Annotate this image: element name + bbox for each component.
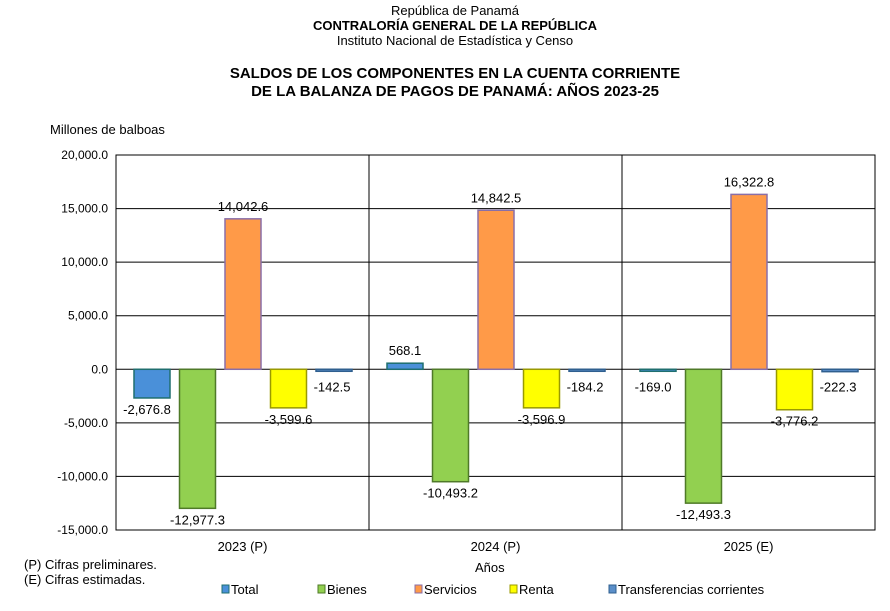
bar-renta (775, 368, 814, 411)
header-institution: CONTRALORÍA GENERAL DE LA REPÚBLICA (312, 18, 598, 33)
plot-border (115, 154, 876, 531)
chart-title-line2: DE LA BALANZA DE PAGOS DE PANAMÁ: AÑOS 2… (251, 83, 659, 100)
legend-label: Total (231, 582, 259, 597)
data-label: 16,322.8 (724, 174, 775, 189)
note-estimated: (E) Cifras estimadas. (24, 572, 146, 587)
data-label: -169.0 (635, 379, 672, 394)
header-institute: Instituto Nacional de Estadística y Cens… (336, 33, 574, 48)
legend-label: Servicios (424, 582, 477, 597)
chart-title-line1: SALDOS DE LOS COMPONENTES EN LA CUENTA C… (229, 65, 681, 82)
legend-swatch-transferencias-corrientes (608, 584, 617, 594)
y-tick-label: -5,000.0 (64, 416, 108, 430)
data-label: -3,599.6 (265, 412, 313, 427)
y-tick-label: 10,000.0 (61, 255, 108, 269)
data-label: -3,776.2 (771, 414, 819, 429)
bar-servicios (477, 209, 515, 371)
x-tick-label: 2024 (P) (471, 539, 521, 554)
data-label: -2,676.8 (123, 402, 171, 417)
bar-transferencias-corrientes (821, 368, 859, 373)
legend-swatch-servicios (414, 584, 423, 594)
data-label: -222.3 (820, 379, 857, 394)
x-tick-label: 2025 (E) (724, 539, 774, 554)
data-label: -12,977.3 (170, 512, 225, 527)
bar-bienes (178, 368, 217, 510)
bar-transferencias-corrientes (568, 368, 606, 373)
data-label: -12,493.3 (676, 507, 731, 522)
legend-label: Renta (519, 582, 554, 597)
bar-renta (269, 368, 308, 409)
y-tick-label: 5,000.0 (68, 309, 108, 323)
legend-label: Bienes (327, 582, 367, 597)
legend-swatch-renta (509, 584, 518, 594)
bar-total (386, 362, 424, 371)
bar-bienes (684, 368, 723, 504)
y-tick-label: -15,000.0 (57, 523, 108, 537)
data-label: -10,493.2 (423, 486, 478, 501)
bar-servicios (730, 193, 768, 371)
x-axis-label: Años (475, 560, 505, 575)
legend-swatch-bienes (317, 584, 326, 594)
x-tick-label: 2023 (P) (218, 539, 268, 554)
bar-renta (522, 368, 561, 409)
bar-servicios (224, 218, 262, 371)
data-label: -184.2 (567, 379, 604, 394)
y-axis-label: Millones de balboas (50, 122, 165, 137)
y-tick-label: 0.0 (91, 362, 108, 376)
bar-total (133, 368, 171, 399)
note-preliminary: (P) Cifras preliminares. (24, 557, 157, 572)
bar-transferencias-corrientes (315, 368, 353, 373)
data-label: 568.1 (389, 343, 422, 358)
data-label: -3,596.9 (518, 412, 566, 427)
bar-total (639, 368, 677, 373)
y-tick-label: -10,000.0 (57, 469, 108, 483)
header-country: República de Panamá (391, 3, 519, 18)
y-tick-label: 15,000.0 (61, 202, 108, 216)
bar-bienes (431, 368, 470, 483)
data-label: 14,042.6 (218, 199, 269, 214)
legend-swatch-total (221, 584, 230, 594)
data-label: -142.5 (314, 379, 351, 394)
y-tick-label: 20,000.0 (61, 148, 108, 162)
data-label: 14,842.5 (471, 190, 522, 205)
legend-label: Transferencias corrientes (618, 582, 765, 597)
